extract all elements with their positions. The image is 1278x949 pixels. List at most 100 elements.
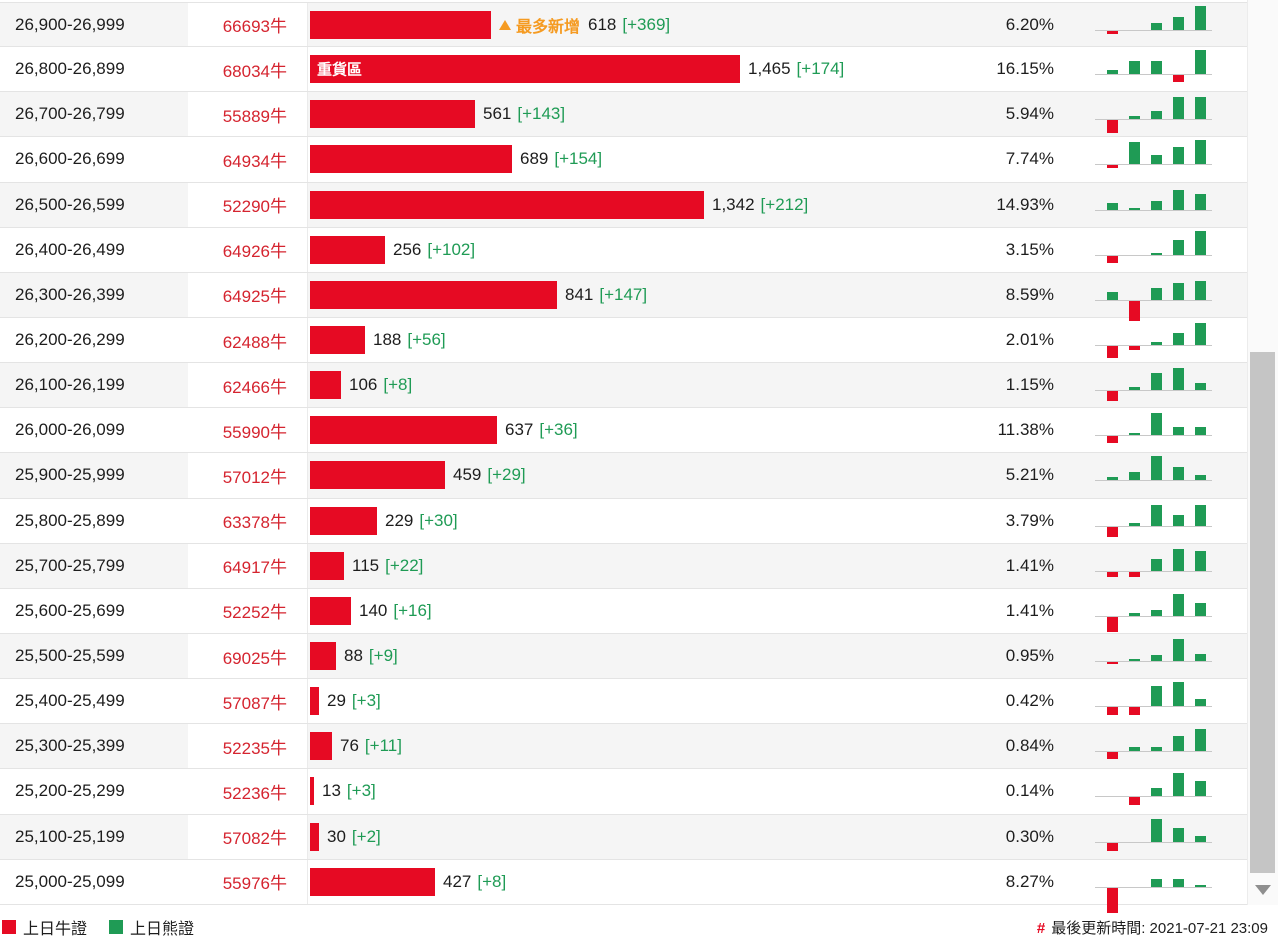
bar-delta: [+369] (622, 14, 671, 34)
history-bar (1129, 472, 1140, 481)
bar-delta: [+22] (385, 555, 424, 575)
bar-delta: [+2] (351, 826, 381, 846)
percent-value: 0.14% (1005, 781, 1054, 801)
max-new-text: 最多新增 (516, 18, 581, 36)
history-bar (1151, 818, 1162, 842)
history-bar (1151, 609, 1162, 616)
bull-count: 64925牛 (188, 272, 307, 317)
history-bar (1107, 571, 1118, 577)
bar-value: 256 (393, 239, 422, 259)
bar-cell: 256 [+102] (307, 228, 960, 272)
price-range: 25,200-25,299 (15, 781, 125, 801)
outstanding-bar (310, 235, 385, 264)
history-bar (1151, 654, 1162, 661)
max-new-label: 最多新增 (499, 13, 580, 37)
outstanding-bar (310, 326, 365, 355)
mini-chart-baseline (1095, 570, 1212, 572)
outstanding-bar (310, 596, 351, 625)
price-range: 26,700-26,799 (15, 104, 125, 124)
history-bar (1195, 729, 1206, 752)
chevron-down-icon (1255, 885, 1271, 895)
history-mini-chart (1090, 589, 1247, 633)
history-bar (1195, 504, 1206, 526)
bull-count: 68034牛 (188, 47, 307, 92)
bar-cell: 841 [+147] (307, 273, 960, 317)
vertical-scrollbar[interactable] (1247, 0, 1278, 905)
price-range: 25,700-25,799 (15, 555, 125, 575)
history-mini-chart (1090, 453, 1247, 497)
history-bar (1107, 661, 1118, 664)
history-bar (1151, 341, 1162, 345)
history-bar (1107, 526, 1118, 537)
bar-value: 637 (505, 420, 534, 440)
history-bar (1151, 686, 1162, 707)
table-row: 26,400-26,499 64926牛 256 [+102] 3.15% (0, 227, 1247, 273)
table-row: 25,300-25,399 52235牛 76 [+11] 0.84% (0, 724, 1247, 770)
scrollbar-thumb[interactable] (1250, 352, 1275, 873)
percent-value: 16.15% (996, 59, 1054, 79)
history-mini-chart (1090, 815, 1247, 859)
history-bar (1107, 477, 1118, 481)
history-bar (1107, 70, 1118, 75)
bar-cell: 重貨區 1,465 [+174] (307, 47, 960, 91)
bar-delta: [+11] (364, 736, 402, 756)
legend: 上日牛證 上日熊證 (2, 915, 206, 939)
outstanding-bar (310, 687, 319, 716)
table-row: 25,900-25,999 57012牛 459 [+29] 5.21% (0, 453, 1247, 499)
price-range: 26,900-26,999 (15, 14, 125, 34)
history-bar (1173, 827, 1184, 842)
percent-value: 2.01% (1005, 330, 1054, 350)
bar-cell: 637 [+36] (307, 408, 960, 452)
history-bar (1173, 75, 1184, 83)
history-mini-chart (1090, 92, 1247, 136)
history-mini-chart (1090, 47, 1247, 91)
history-mini-chart (1090, 860, 1247, 913)
percent-value: 0.42% (1005, 691, 1054, 711)
mini-chart-baseline (1095, 254, 1212, 256)
history-bar (1173, 878, 1184, 887)
table-row: 25,700-25,799 64917牛 115 [+22] 1.41% (0, 543, 1247, 589)
bar-value: 115 (352, 555, 380, 575)
bar-value: 13 (322, 781, 341, 801)
history-bar (1151, 200, 1162, 210)
mini-chart-baseline (1095, 525, 1212, 527)
history-bar (1129, 522, 1140, 526)
bar-value: 427 (443, 871, 472, 891)
mini-chart-baseline (1095, 796, 1212, 798)
history-bar (1107, 436, 1118, 444)
bar-cell: 1,342 [+212] (307, 183, 960, 227)
outstanding-bar (310, 371, 341, 400)
bar-value: 1,465 (748, 59, 791, 79)
bar-cell: 88 [+9] (307, 634, 960, 678)
mini-chart-baseline (1095, 706, 1212, 708)
history-bar (1107, 120, 1118, 134)
history-bar (1195, 699, 1206, 707)
history-bar (1195, 475, 1206, 481)
outstanding-bar (310, 642, 336, 671)
bar-delta: [+3] (351, 691, 381, 711)
bar-delta: [+9] (368, 646, 398, 666)
scroll-down-button[interactable] (1248, 877, 1278, 903)
price-range: 25,100-25,199 (15, 826, 125, 846)
price-range: 25,000-25,099 (15, 871, 125, 891)
mini-chart-baseline (1095, 74, 1212, 76)
table-row: 25,400-25,499 57087牛 29 [+3] 0.42% (0, 679, 1247, 725)
bull-count: 55976牛 (188, 859, 307, 904)
mini-chart-baseline (1095, 119, 1212, 121)
last-updated-text: 最後更新時間: 2021-07-21 23:09 (1051, 919, 1268, 937)
outstanding-bar (310, 822, 319, 851)
outstanding-bar: 重貨區 (310, 55, 740, 84)
bull-count: 64926牛 (188, 227, 307, 272)
bar-value: 106 (349, 375, 378, 395)
bar-value: 140 (359, 600, 388, 620)
price-range: 25,600-25,699 (15, 600, 125, 620)
history-bar (1107, 202, 1118, 210)
history-bar (1173, 682, 1184, 707)
bar-value: 88 (344, 646, 363, 666)
bar-delta: [+8] (383, 375, 413, 395)
percent-value: 11.38% (997, 420, 1054, 440)
history-bar (1129, 658, 1140, 661)
percent-value: 3.15% (1005, 239, 1054, 259)
percent-value: 0.84% (1005, 736, 1054, 756)
bear-swatch-icon (109, 920, 124, 934)
